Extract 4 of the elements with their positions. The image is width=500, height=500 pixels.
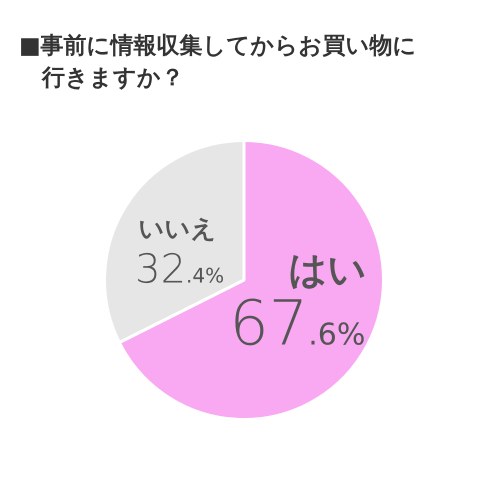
chart-title: ■事前に情報収集してからお買い物に行きますか？ [19, 32, 418, 93]
data-label: 32.4% [135, 246, 224, 292]
slice-label: はい [288, 248, 366, 292]
slice-label: いいえ [138, 214, 217, 243]
